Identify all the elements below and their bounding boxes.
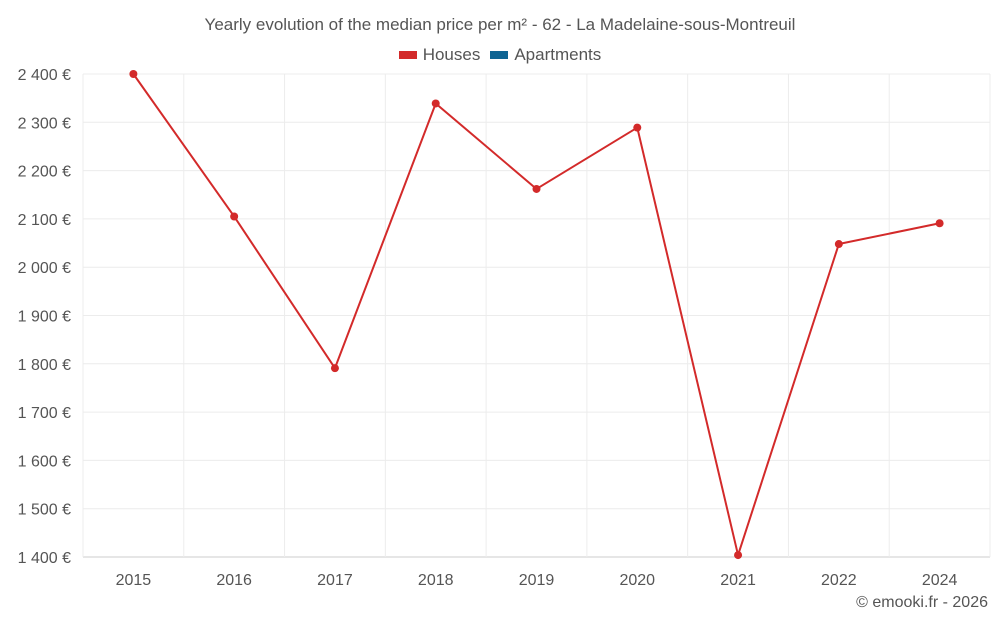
data-point [230, 212, 239, 221]
x-tick-label: 2015 [116, 572, 152, 589]
legend-item-apartments[interactable]: Apartments [490, 45, 601, 65]
legend-label-apartments: Apartments [514, 45, 602, 64]
data-point [734, 551, 743, 560]
x-tick-label: 2020 [619, 572, 655, 589]
x-tick-label: 2024 [922, 572, 958, 589]
x-tick-label: 2022 [821, 572, 857, 589]
data-point [532, 184, 541, 193]
series-line-houses [132, 73, 940, 557]
y-tick-label: 2 000 € [18, 260, 71, 277]
y-tick-label: 2 200 € [18, 164, 71, 181]
y-tick-label: 1 400 € [18, 550, 71, 567]
y-tick-label: 2 100 € [18, 212, 71, 229]
data-point [935, 219, 944, 228]
credit-text: © emooki.fr - 2026 [856, 594, 988, 611]
x-tick-label: 2017 [317, 572, 353, 589]
data-point [129, 70, 138, 78]
y-tick-label: 1 500 € [18, 502, 71, 519]
data-point [330, 364, 339, 373]
x-tick-label: 2018 [418, 572, 454, 589]
legend-label-houses: Houses [422, 45, 481, 64]
chart-title: Yearly evolution of the median price per… [204, 15, 796, 34]
x-tick-label: 2021 [720, 572, 756, 589]
legend: Houses Apartments [0, 45, 1000, 65]
data-point [431, 99, 440, 108]
y-tick-label: 2 400 € [18, 67, 71, 84]
y-tick-label: 2 300 € [18, 115, 71, 132]
y-tick-label: 1 900 € [18, 309, 71, 326]
data-point [834, 240, 843, 249]
x-tick-label: 2016 [216, 572, 252, 589]
data-point [633, 123, 642, 132]
legend-swatch-houses [398, 51, 417, 59]
y-tick-label: 1 800 € [18, 357, 71, 374]
y-tick-label: 1 600 € [18, 453, 71, 470]
x-tick-label: 2019 [519, 572, 555, 589]
y-tick-label: 1 700 € [18, 405, 71, 422]
legend-item-houses[interactable]: Houses [398, 45, 481, 65]
legend-swatch-apartments [490, 51, 509, 59]
